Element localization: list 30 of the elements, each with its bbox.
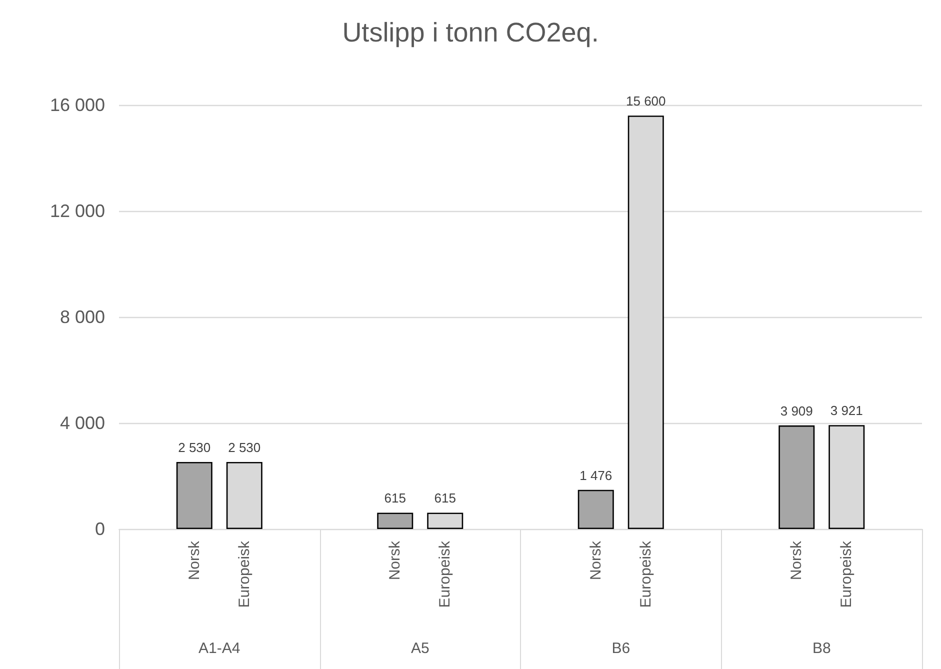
text: Norsk [788,541,806,580]
chart-title: Utslipp i tonn CO2eq. [342,18,599,48]
data-label: 2 530 [178,440,211,455]
text: Norsk [587,541,604,580]
text: Europeisk [236,540,253,608]
bar [778,425,815,529]
y-tick-label: 12 000 [50,201,105,221]
data-label: 3 921 [830,403,863,418]
data-label: 615 [384,490,406,506]
text: Europeisk [838,541,856,608]
y-tick-label: 0 [94,519,105,539]
bar [578,490,614,529]
data-label: 615 [434,490,456,506]
bar [176,462,212,529]
x-tick-label: A1-A4 [198,640,240,657]
data-label: 1 476 [580,468,612,483]
data-label: 15 600 [626,94,666,109]
y-tick-label: 8 000 [60,307,105,327]
x-tick-label: B8 [812,640,831,657]
y-tick-label: 16 000 [50,95,105,115]
data-label: 2 530 [228,440,261,455]
bar [377,512,414,529]
text: Norsk [186,540,203,580]
x-tick-label: A5 [410,640,430,657]
text: Europeisk [436,541,454,608]
x-tick-label: B6 [612,640,630,657]
text: Europeisk [637,541,654,608]
y-tick-label: 4 000 [60,413,105,433]
text: Norsk [386,541,404,580]
data-label: 3 909 [780,403,813,418]
